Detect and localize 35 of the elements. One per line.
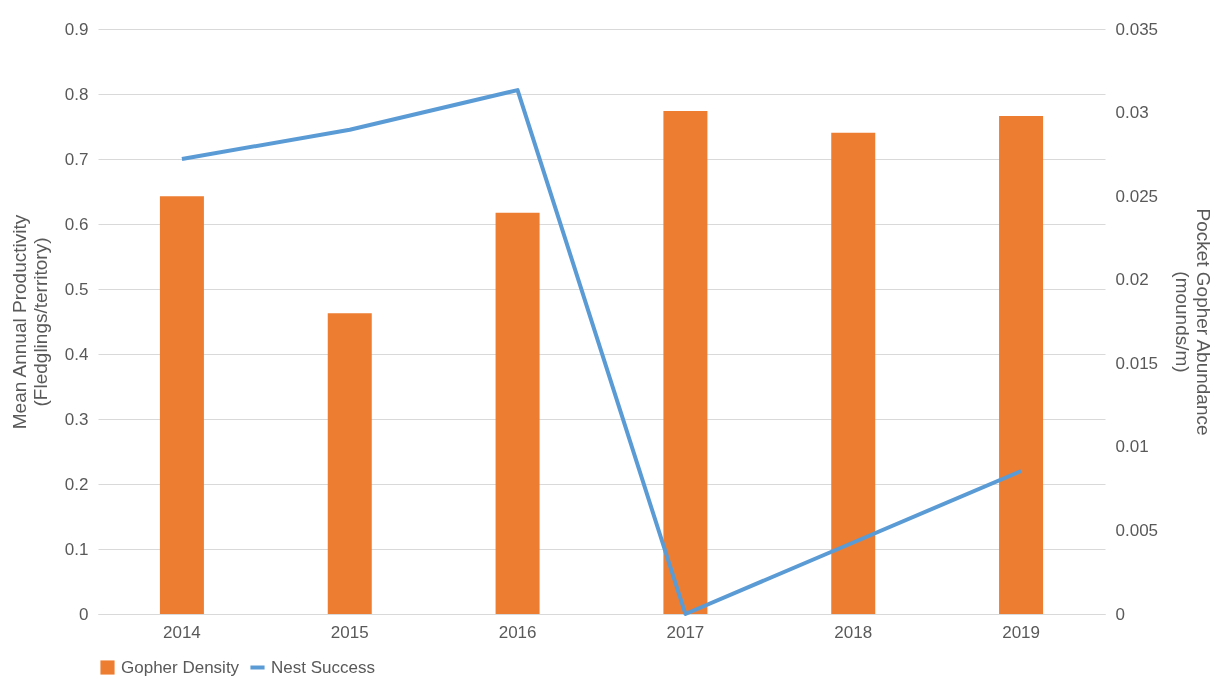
y2-axis-title: Pocket Gopher Abundance (mounds/m) — [1172, 208, 1215, 436]
x-tick-label: 2017 — [666, 622, 705, 642]
legend-label: Gopher Density — [121, 657, 240, 677]
y-tick-label: 0.5 — [64, 279, 89, 299]
y2-tick-label: 0.005 — [1115, 520, 1159, 540]
x-tick-label: 2014 — [163, 622, 201, 642]
bar — [663, 110, 708, 614]
y-tick-label: 0.7 — [64, 149, 89, 169]
y-axis-title: Mean Annual Productivity (Fledglings/territory) — [8, 214, 51, 430]
y-tick-label: 0.3 — [64, 409, 89, 429]
bar — [495, 212, 540, 614]
y2-tick-label: 0.02 — [1115, 270, 1149, 290]
x-tick-label: 2016 — [498, 622, 537, 642]
line-series — [179, 88, 1024, 616]
y-tick-label: 0.4 — [64, 344, 89, 364]
y-tick-label: 0.9 — [64, 19, 89, 39]
x-tick-label: 2018 — [834, 622, 873, 642]
y2-tick-label: 0 — [1115, 604, 1125, 624]
bar — [159, 196, 204, 614]
x-tick-label: 2019 — [1002, 622, 1040, 642]
y-tick-label: 0 — [79, 604, 89, 624]
y2-tick-label: 0.025 — [1115, 186, 1159, 206]
x-tick-label: 2015 — [330, 622, 369, 642]
legend-label: Nest Success — [271, 657, 375, 677]
y-tick-label: 0.6 — [64, 214, 89, 234]
y2-tick-label: 0.03 — [1115, 103, 1149, 123]
y-tick-label: 0.2 — [64, 474, 89, 494]
bar — [999, 115, 1044, 614]
y2-tick-label: 0.015 — [1115, 353, 1159, 373]
y2-tick-label: 0.01 — [1115, 437, 1149, 457]
y2-tick-label: 0.035 — [1115, 19, 1159, 39]
bar — [327, 313, 372, 614]
y-tick-label: 0.8 — [64, 84, 89, 104]
y-tick-label: 0.1 — [64, 539, 89, 559]
bar — [831, 132, 876, 614]
